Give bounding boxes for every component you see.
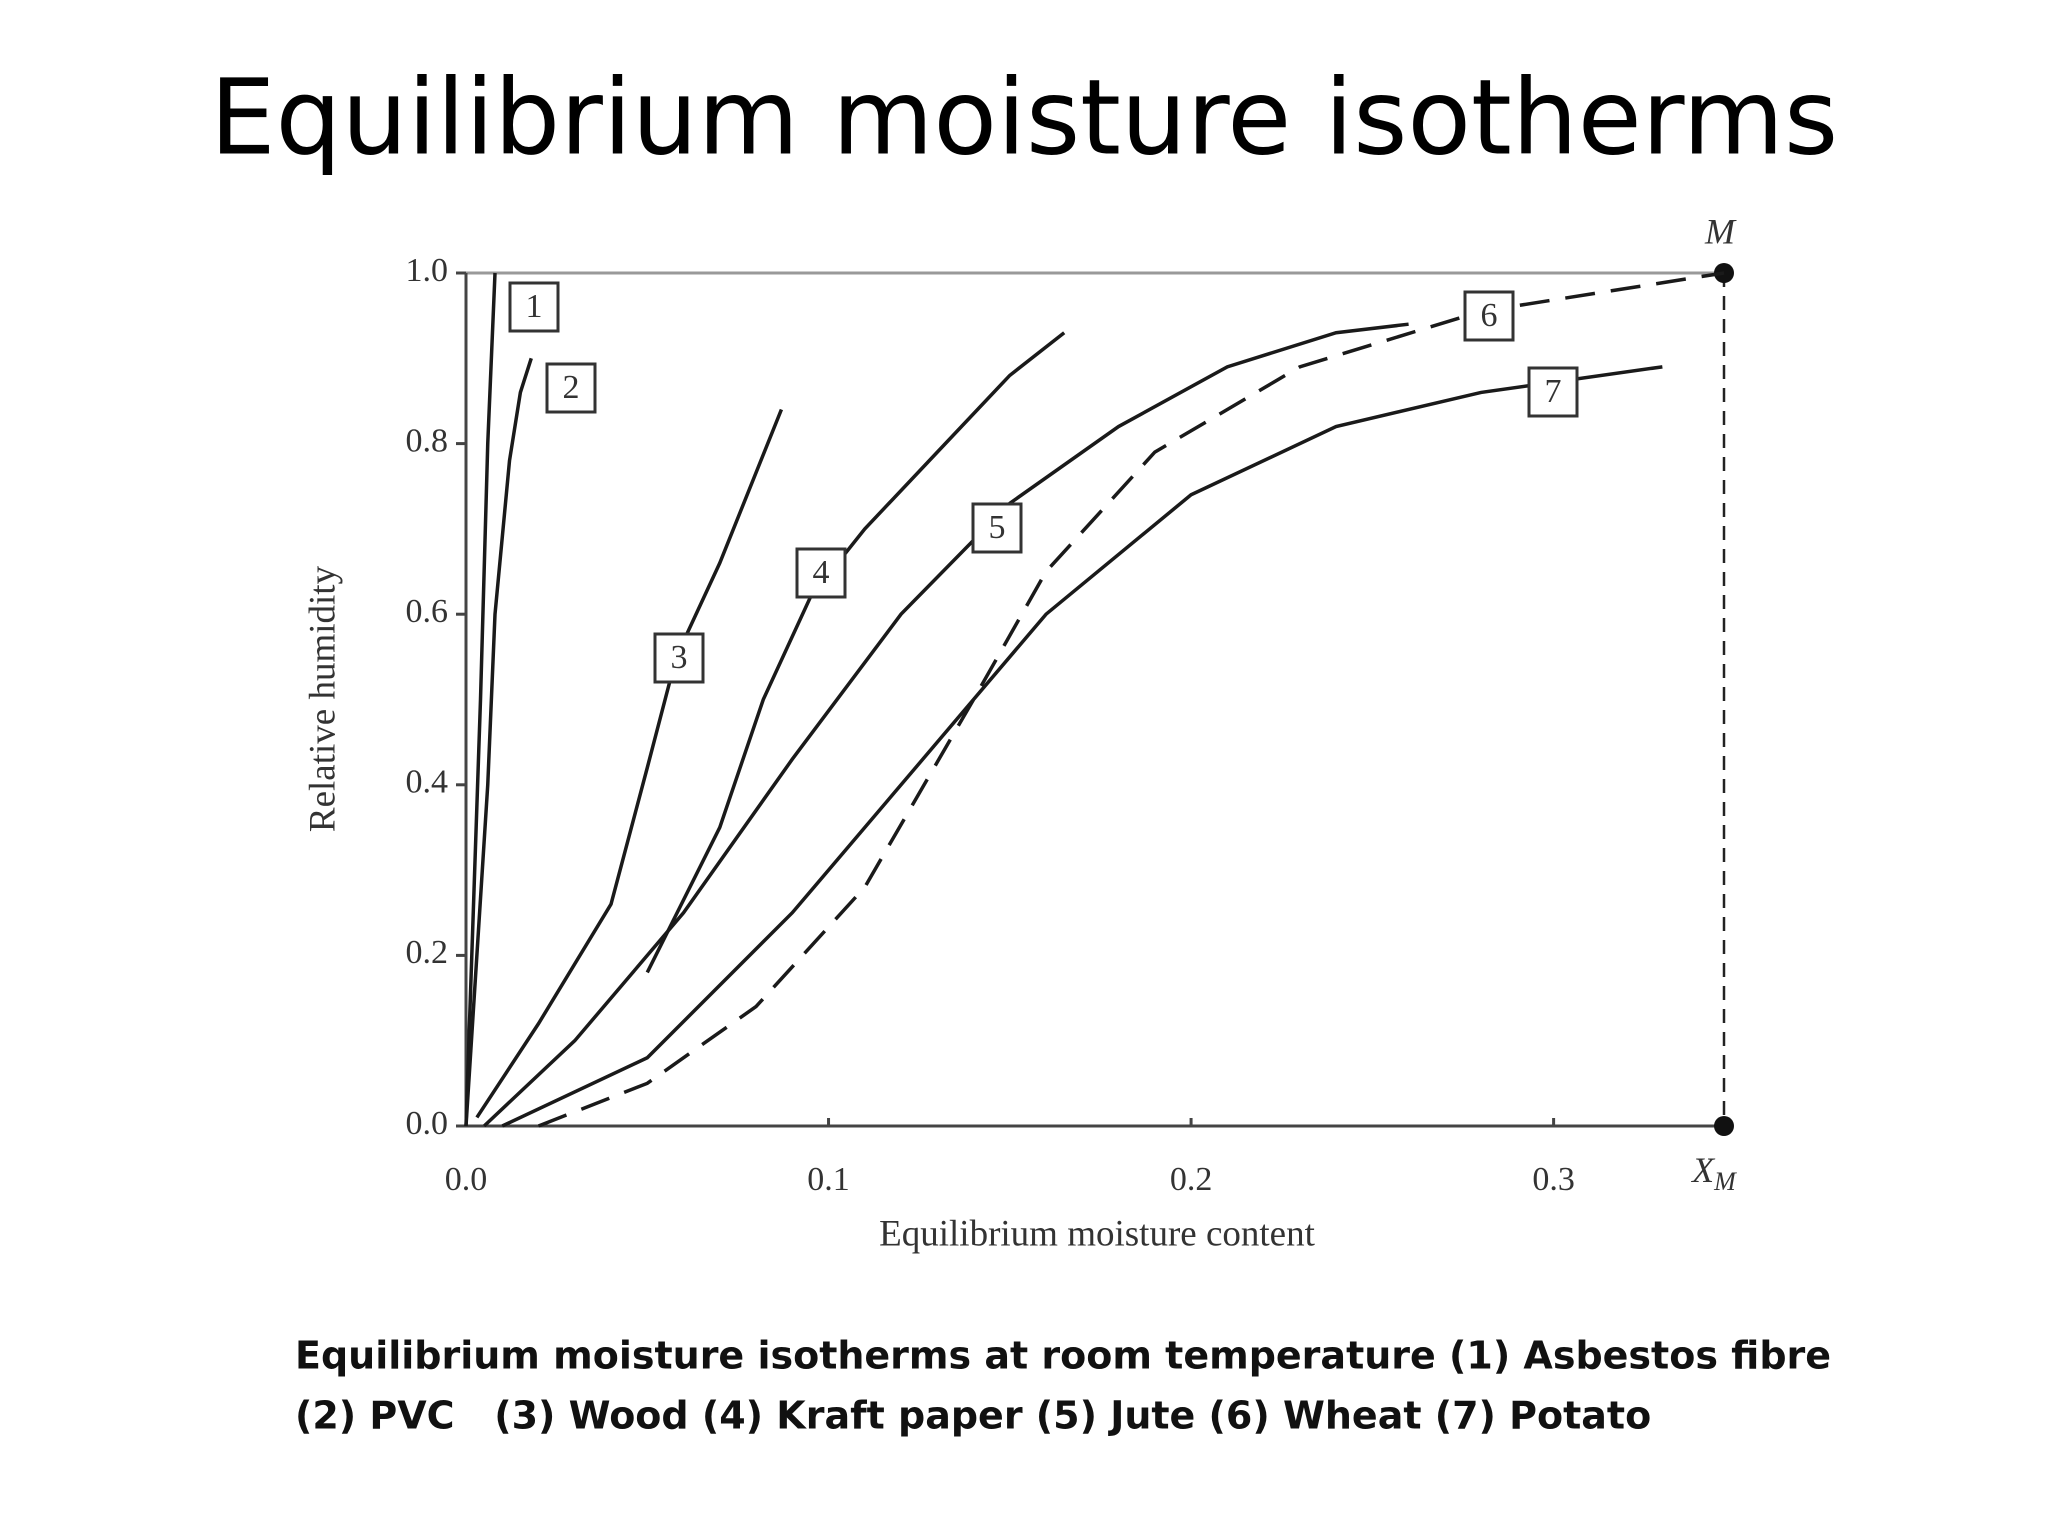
series-label-box [1527,366,1579,418]
series-label-box [508,281,560,333]
slide-title: Equilibrium moisture isotherms [210,56,1838,178]
series-line [501,365,1663,1128]
caption-line: Equilibrium moisture isotherms at room t… [295,1334,1831,1378]
series-label: 4 [813,554,830,591]
series-label: 1 [526,288,543,325]
series-label: 6 [1481,297,1498,334]
series-label-box [1463,290,1515,342]
marker-label-text: X [1690,1150,1716,1190]
series-label: 5 [989,509,1006,546]
series-line [482,322,1409,1128]
series-label-box [795,547,847,599]
series-line [464,357,533,1127]
series-line [537,271,1725,1128]
series-label: 2 [563,369,580,406]
y-tick-label: 0.8 [406,422,449,459]
y-tick-label: 1.0 [406,252,449,289]
y-tick-label: 0.2 [406,934,449,971]
x-tick-label: 0.0 [445,1161,488,1198]
series-label: 7 [1545,373,1562,410]
series-label: 3 [671,639,688,676]
x-tick-label: 0.3 [1532,1161,1575,1198]
series-line [475,408,784,1119]
marker-label: XM [1690,1150,1737,1196]
x-tick-label: 0.1 [807,1161,850,1198]
x-axis-label: Equilibrium moisture content [879,1213,1315,1254]
marker-label: M [1704,211,1737,251]
marker-point [1714,1116,1734,1136]
y-axis-label: Relative humidity [302,565,343,832]
series-label-box [653,632,705,684]
series-line [464,272,497,1127]
series-label-box [971,502,1023,554]
series-label-box [545,362,597,414]
x-tick-label: 0.2 [1170,1161,1213,1198]
y-tick-label: 0.6 [406,593,449,630]
caption-line: (2) PVC (3) Wood (4) Kraft paper (5) Jut… [295,1394,1651,1438]
marker-label-subscript: M [1713,1167,1737,1196]
y-tick-label: 0.0 [406,1105,449,1142]
y-tick-label: 0.4 [406,764,449,801]
